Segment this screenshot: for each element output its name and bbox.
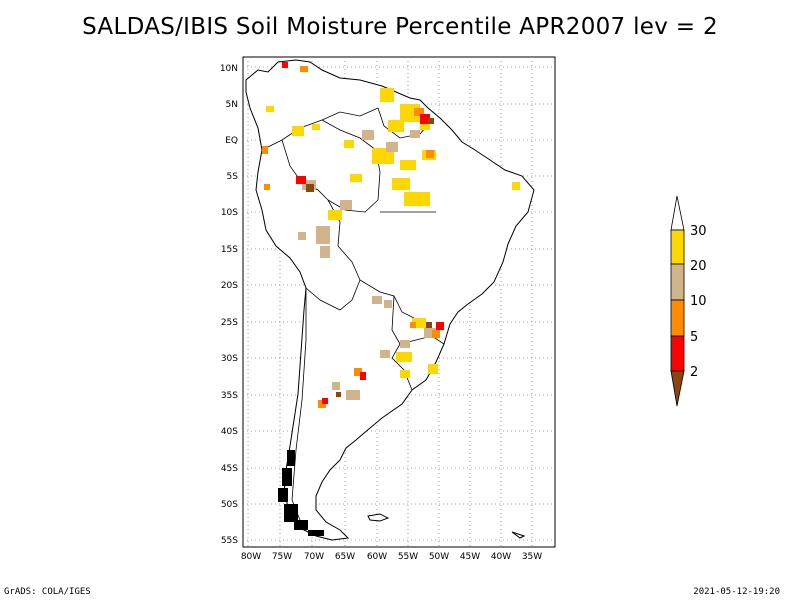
- lat-label: 5S: [227, 172, 239, 182]
- lat-label: 55S: [221, 536, 238, 546]
- chile-fjords: [278, 450, 324, 536]
- lon-label: 50W: [429, 552, 449, 562]
- colorbar-bin-20-30: [670, 229, 685, 265]
- lat-label: 50S: [221, 500, 238, 510]
- map-title: SALDAS/IBIS Soil Moisture Percentile APR…: [82, 14, 718, 40]
- lon-label: 55W: [398, 552, 418, 562]
- lat-label: 40S: [221, 427, 238, 437]
- lat-label: 20S: [221, 281, 238, 291]
- south-georgia: [511, 531, 526, 539]
- lon-label: 70W: [304, 552, 324, 562]
- lon-label: 75W: [272, 552, 292, 562]
- colorbar-bin-10-20: [670, 263, 685, 301]
- lat-label: 45S: [221, 464, 238, 474]
- footer-credit: GrADS: COLA/IGES: [4, 587, 91, 597]
- lon-label: 35W: [522, 552, 542, 562]
- lat-label: 15S: [221, 245, 238, 255]
- lat-label: 10N: [220, 64, 238, 74]
- lon-label: 80W: [241, 552, 261, 562]
- colorbar: [670, 195, 685, 407]
- colorbar-label: 5: [690, 330, 698, 345]
- colorbar-label: 2: [690, 365, 698, 380]
- colorbar-label: 10: [690, 294, 707, 309]
- lon-label: 45W: [460, 552, 480, 562]
- lat-label: 30S: [221, 354, 238, 364]
- lat-label: 25S: [221, 318, 238, 328]
- colorbar-label: 20: [690, 259, 707, 274]
- lon-label: 65W: [335, 552, 355, 562]
- lat-label: EQ: [225, 136, 238, 146]
- colorbar-bin-5-10: [670, 299, 685, 337]
- falkland-islands: [367, 513, 390, 522]
- colorbar-top-arrow: [670, 195, 685, 231]
- lon-label: 40W: [491, 552, 511, 562]
- colorbar-bottom-arrow: [670, 370, 685, 407]
- lat-label: 10S: [221, 208, 238, 218]
- percentile-patches: [262, 62, 520, 408]
- colorbar-label: 30: [690, 224, 707, 239]
- colorbar-bin-2-5: [670, 335, 685, 372]
- lat-label: 35S: [221, 391, 238, 401]
- footer-timestamp: 2021-05-12-19:20: [693, 587, 780, 597]
- lat-label: 5N: [226, 100, 238, 110]
- lon-label: 60W: [367, 552, 387, 562]
